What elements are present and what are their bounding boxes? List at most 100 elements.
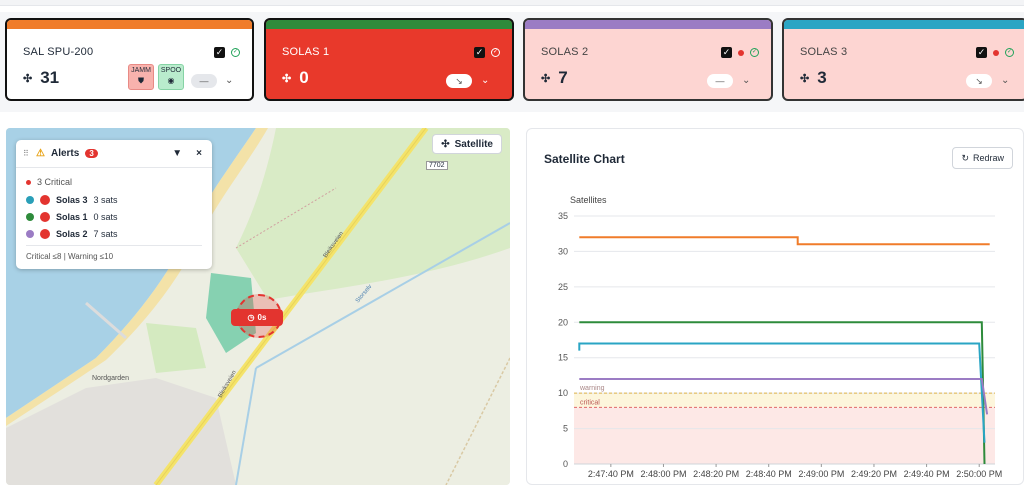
- alert-device-name: Solas 1: [56, 212, 88, 222]
- card-name: SOLAS 1: [282, 46, 330, 58]
- trend-pill[interactable]: ↘: [446, 74, 472, 88]
- y-tick-label: 0: [563, 459, 568, 469]
- alerts-header: ⚠ Alerts 3 ▼ ×: [16, 140, 212, 168]
- ok-status-icon: ✓: [1005, 48, 1014, 57]
- card-stripe: [266, 20, 512, 29]
- checkbox-icon[interactable]: ✓: [721, 47, 732, 58]
- filter-icon[interactable]: ▼: [172, 148, 183, 159]
- alerts-title: Alerts: [50, 148, 80, 159]
- alert-dot-icon: [40, 212, 50, 222]
- alert-sats: 3 sats: [93, 195, 118, 205]
- satellite-icon: ✣: [541, 72, 551, 85]
- card-status: ✓ ✓: [474, 47, 500, 58]
- satellite-icon: ✣: [282, 72, 292, 85]
- tag-jamm: JAMM ⛊: [128, 64, 154, 90]
- drag-handle-icon[interactable]: ⠿: [23, 149, 29, 158]
- trend-pill[interactable]: —: [707, 74, 733, 88]
- warning-band: [574, 393, 995, 408]
- checkbox-icon[interactable]: ✓: [474, 47, 485, 58]
- series-color-dot: [26, 230, 34, 238]
- trend-pill[interactable]: ↘: [966, 74, 992, 88]
- alert-sats: 7 sats: [93, 229, 118, 239]
- eye-icon: ◉: [167, 76, 175, 85]
- close-icon[interactable]: ×: [196, 148, 202, 159]
- card-stripe: [525, 20, 771, 29]
- ok-status-icon: ✓: [231, 48, 240, 57]
- chevron-down-icon[interactable]: ⌄: [1001, 75, 1010, 86]
- critical-summary: 3 Critical: [26, 177, 72, 187]
- y-tick-label: 35: [558, 211, 568, 221]
- x-tick-label: 2:48:40 PM: [746, 469, 792, 479]
- y-tick-label: 10: [558, 388, 568, 398]
- alerts-panel: ⠿ ⚠ Alerts 3 ▼ × 3 Critical Solas 3 3 sat…: [16, 140, 212, 269]
- y-tick-label: 15: [558, 353, 568, 363]
- card-status: ✓ ✓: [976, 47, 1014, 58]
- alert-row-solas-2[interactable]: Solas 2 7 sats: [26, 229, 118, 239]
- checkbox-icon[interactable]: ✓: [976, 47, 987, 58]
- card-name: SOLAS 3: [800, 46, 848, 58]
- critical-dot-icon: [26, 179, 31, 185]
- redraw-button[interactable]: ↻ Redraw: [952, 147, 1013, 169]
- card-stripe: [784, 20, 1024, 29]
- x-tick-label: 2:49:40 PM: [904, 469, 950, 479]
- alert-dot-icon: [40, 229, 50, 239]
- alert-row-solas-1[interactable]: Solas 1 0 sats: [26, 212, 118, 222]
- warning-icon: ⚠: [36, 148, 45, 159]
- alert-device-name: Solas 2: [56, 229, 88, 239]
- series-color-dot: [26, 196, 34, 204]
- x-tick-label: 2:49:20 PM: [851, 469, 897, 479]
- chevron-down-icon[interactable]: ⌄: [742, 75, 751, 86]
- card-count: ✣ 31: [23, 68, 60, 87]
- card-stripe: [7, 20, 252, 29]
- device-marker[interactable]: ◷ 0s: [231, 309, 283, 326]
- card-status: ✓ ✓: [214, 47, 240, 58]
- threshold-label-critical: critical: [580, 399, 600, 406]
- chevron-down-icon[interactable]: ⌄: [481, 75, 490, 86]
- alert-sats: 0 sats: [93, 212, 118, 222]
- card-count: ✣ 0: [282, 68, 309, 87]
- clock-icon: ◷: [247, 313, 255, 322]
- card-count: ✣ 3: [800, 68, 827, 87]
- refresh-icon: ↻: [961, 152, 969, 163]
- alert-dot-icon: [738, 49, 744, 56]
- trend-pill[interactable]: —: [191, 74, 217, 88]
- card-solas-2[interactable]: SOLAS 2 ✣ 7 ✓ ✓ — ⌄: [523, 18, 773, 101]
- x-tick-label: 2:47:40 PM: [588, 469, 634, 479]
- card-name: SOLAS 2: [541, 46, 589, 58]
- y-tick-label: 5: [563, 424, 568, 434]
- card-solas-1[interactable]: SOLAS 1 ✣ 0 ✓ ✓ ↘ ⌄: [264, 18, 514, 101]
- alerts-count-badge: 3: [85, 149, 98, 158]
- x-tick-label: 2:50:00 PM: [956, 469, 1002, 479]
- satellite-icon: ✣: [441, 138, 450, 150]
- y-axis-label: Satellites: [570, 195, 607, 205]
- y-tick-label: 20: [558, 317, 568, 327]
- card-solas-3[interactable]: SOLAS 3 ✣ 3 ✓ ✓ ↘ ⌄: [782, 18, 1024, 101]
- x-tick-label: 2:49:00 PM: [798, 469, 844, 479]
- x-tick-label: 2:48:20 PM: [693, 469, 739, 479]
- alert-row-solas-3[interactable]: Solas 3 3 sats: [26, 195, 118, 205]
- card-name: SAL SPU-200: [23, 46, 94, 58]
- checkbox-icon[interactable]: ✓: [214, 47, 225, 58]
- critical-band: [574, 407, 995, 464]
- top-bar: [0, 0, 1024, 6]
- card-count: ✣ 7: [541, 68, 568, 87]
- satellite-icon: ✣: [23, 72, 33, 85]
- series-line-0: [579, 236, 990, 246]
- satellite-toggle-button[interactable]: ✣ Satellite: [432, 134, 502, 154]
- tag-spoo: SPOO ◉: [158, 64, 184, 90]
- card-status: ✓ ✓: [721, 47, 759, 58]
- x-tick-label: 2:48:00 PM: [640, 469, 686, 479]
- chevron-down-icon[interactable]: ⌄: [225, 75, 234, 86]
- alert-dot-icon: [993, 49, 999, 56]
- map-view[interactable]: Storselv Bleiksveien Bleiksveien Nordgar…: [6, 128, 510, 485]
- series-line-2: [578, 342, 986, 443]
- place-label: Nordgarden: [92, 375, 129, 382]
- road-number-tag: 7702: [426, 161, 448, 170]
- alert-device-name: Solas 3: [56, 195, 88, 205]
- ok-status-icon: ✓: [491, 48, 500, 57]
- card-sal-spu-200[interactable]: SAL SPU-200 ✣ 31 ✓ ✓ JAMM ⛊ SPOO ◉ — ⌄: [5, 18, 254, 101]
- y-tick-label: 25: [558, 282, 568, 292]
- chart-title: Satellite Chart: [544, 152, 625, 166]
- shield-icon: ⛊: [138, 76, 144, 85]
- threshold-footer: Critical ≤8 | Warning ≤10: [26, 245, 202, 261]
